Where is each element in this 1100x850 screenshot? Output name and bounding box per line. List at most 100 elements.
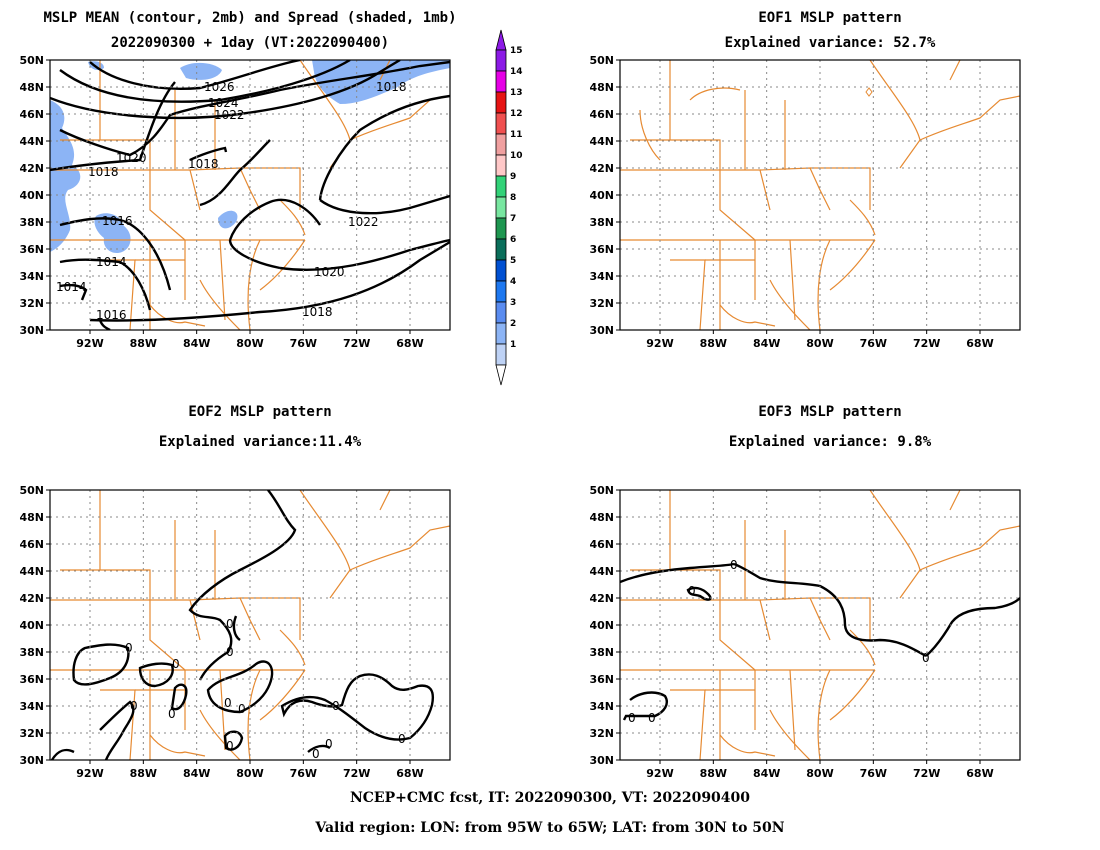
lon-tick-label: 68W xyxy=(396,767,423,780)
contour-label: 0 xyxy=(130,699,138,713)
contour-label: 0 xyxy=(125,641,133,655)
contour-label: 1020 xyxy=(116,151,147,165)
panel-title-eof1-line2: Explained variance: 52.7% xyxy=(724,35,936,51)
colorbar-swatch xyxy=(495,133,507,156)
lon-tick-label: 88W xyxy=(130,337,157,350)
lat-tick-label: 32N xyxy=(589,297,614,310)
colorbar-swatch xyxy=(495,301,507,324)
footer-valid-region: Valid region: LON: from 95W to 65W; LAT:… xyxy=(315,820,785,836)
lat-tick-label: 34N xyxy=(589,700,614,713)
lat-tick-label: 30N xyxy=(589,324,614,337)
lon-tick-label: 92W xyxy=(76,337,103,350)
panel-title-eof3-line1: EOF3 MSLP pattern xyxy=(758,404,902,420)
lat-tick-label: 50N xyxy=(589,54,614,67)
colorbar-label: 11 xyxy=(510,130,523,140)
lat-tick-label: 32N xyxy=(19,727,44,740)
map-frame xyxy=(49,59,451,331)
map-panel-eof2: 0 0 0 0 0 0 0 0 0 0 0 0 0 xyxy=(50,490,450,760)
lat-tick-label: 42N xyxy=(19,162,44,175)
contour-label: 1024 xyxy=(208,96,239,110)
colorbar-label: 6 xyxy=(510,235,516,245)
contour-label: 1022 xyxy=(214,108,245,122)
colorbar-label: 3 xyxy=(510,298,516,308)
lat-tick-label: 44N xyxy=(589,565,614,578)
colorbar-swatch xyxy=(495,70,507,93)
map-frame xyxy=(619,59,1021,331)
colorbar-swatch xyxy=(495,154,507,177)
lon-tick-label: 92W xyxy=(646,337,673,350)
lat-tick-label: 50N xyxy=(19,54,44,67)
colorbar-label: 13 xyxy=(510,88,523,98)
lat-tick-label: 36N xyxy=(19,243,44,256)
panel-title-eof1-line1: EOF1 MSLP pattern xyxy=(758,10,902,26)
colorbar-bottom-arrow xyxy=(495,364,507,386)
lat-tick-label: 40N xyxy=(19,189,44,202)
colorbar-label: 7 xyxy=(510,214,516,224)
lat-tick-label: 50N xyxy=(589,484,614,497)
contour-labels: 0 0 0 0 0 0 0 0 0 0 0 0 0 xyxy=(125,617,406,760)
lon-tick-label: 68W xyxy=(396,337,423,350)
colorbar-label: 2 xyxy=(510,319,516,329)
contour-label: 0 xyxy=(226,645,234,659)
colorbar-swatch xyxy=(495,175,507,198)
lat-tick-label: 48N xyxy=(589,511,614,524)
colorbar-swatch xyxy=(495,238,507,261)
island-marker xyxy=(865,87,873,97)
lat-tick-label: 44N xyxy=(19,135,44,148)
lat-tick-label: 42N xyxy=(589,162,614,175)
lat-tick-label: 40N xyxy=(589,619,614,632)
footer-forecast-info: NCEP+CMC fcst, IT: 2022090300, VT: 20220… xyxy=(349,790,751,806)
contour-label: 0 xyxy=(730,558,738,572)
lat-tick-label: 40N xyxy=(19,619,44,632)
lon-tick-label: 84W xyxy=(753,337,780,350)
colorbar-label: 5 xyxy=(510,256,516,266)
contour-labels: 1026 1024 1022 1020 1018 1018 1016 1014 … xyxy=(56,80,407,322)
lon-tick-label: 80W xyxy=(806,337,833,350)
contour-label: 0 xyxy=(922,651,930,665)
spread-colorbar: 15 14 13 12 11 10 9 8 7 6 5 4 3 2 1 xyxy=(495,29,523,386)
colorbar-label: 10 xyxy=(510,151,523,161)
map-frame xyxy=(49,489,451,761)
colorbar-swatch xyxy=(495,343,507,366)
panel-title-mean-line2: 2022090300 + 1day (VT:2022090400) xyxy=(110,35,390,51)
colorbar-label: 14 xyxy=(510,67,523,77)
colorbar-label: 1 xyxy=(510,340,516,350)
lon-tick-label: 76W xyxy=(290,767,317,780)
eof-contours xyxy=(50,490,434,760)
lon-tick-label: 80W xyxy=(236,767,263,780)
lat-tick-label: 30N xyxy=(589,754,614,767)
lat-tick-label: 32N xyxy=(19,297,44,310)
lat-tick-label: 38N xyxy=(589,216,614,229)
contour-labels: 0 0 0 0 0 xyxy=(628,558,930,725)
colorbar-swatch xyxy=(495,49,507,72)
lat-tick-label: 34N xyxy=(19,700,44,713)
panel-title-eof2-line2: Explained variance:11.4% xyxy=(158,434,362,450)
lat-tick-label: 48N xyxy=(19,511,44,524)
contour-label: 0 xyxy=(648,711,656,725)
lat-tick-label: 46N xyxy=(19,108,44,121)
colorbar-swatch xyxy=(495,259,507,282)
colorbar-swatch xyxy=(495,112,507,135)
colorbar-label: 8 xyxy=(510,193,516,203)
contour-label: 0 xyxy=(224,696,232,710)
map-frame xyxy=(619,489,1021,761)
colorbar-label: 15 xyxy=(510,46,523,56)
panel-title-eof2-line1: EOF2 MSLP pattern xyxy=(188,404,332,420)
contour-label: 0 xyxy=(172,657,180,671)
lon-tick-label: 72W xyxy=(913,337,940,350)
lat-tick-label: 46N xyxy=(589,108,614,121)
contour-label: 1018 xyxy=(188,157,219,171)
lat-tick-label: 34N xyxy=(589,270,614,283)
contour-label: 0 xyxy=(226,739,234,753)
contour-label: 1018 xyxy=(376,80,407,94)
contour-label: 1014 xyxy=(56,280,87,294)
colorbar-swatch xyxy=(495,280,507,303)
lat-tick-label: 36N xyxy=(589,243,614,256)
panel-title-eof3-line2: Explained variance: 9.8% xyxy=(728,434,932,450)
lon-tick-label: 84W xyxy=(753,767,780,780)
contour-label: 1014 xyxy=(96,255,127,269)
lat-tick-label: 42N xyxy=(589,592,614,605)
colorbar-swatch xyxy=(495,322,507,345)
panel-title-mean-line1: MSLP MEAN (contour, 2mb) and Spread (sha… xyxy=(43,10,457,26)
